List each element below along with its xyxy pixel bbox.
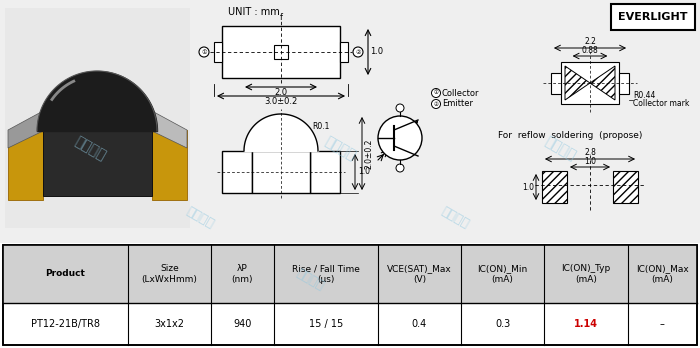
- Text: Rise / Fall Time
(μs): Rise / Fall Time (μs): [292, 264, 360, 284]
- Bar: [0, 243, 700, 348]
- Bar: [222, 26, 340, 78]
- Text: ①: ①: [433, 90, 438, 95]
- Text: 15 / 15: 15 / 15: [309, 319, 343, 329]
- Text: f: f: [279, 13, 283, 22]
- Text: Collector mark: Collector mark: [633, 98, 690, 108]
- Text: Size
(LxWxHmm): Size (LxWxHmm): [141, 264, 197, 284]
- Text: IC(ON)_Typ
(mA): IC(ON)_Typ (mA): [561, 264, 610, 284]
- Text: 超毅电子: 超毅电子: [439, 205, 471, 231]
- Bar: [542, 171, 567, 203]
- Bar: [310, 151, 340, 193]
- Bar: [561, 62, 619, 104]
- Text: 超毅电子: 超毅电子: [542, 134, 578, 163]
- Text: 2.8: 2.8: [584, 148, 596, 157]
- Text: 2.2: 2.2: [584, 37, 596, 46]
- Bar: [551, 72, 561, 94]
- Text: R0.44: R0.44: [633, 92, 655, 101]
- Bar: [5, 8, 190, 228]
- Text: –: –: [660, 319, 665, 329]
- Text: 0.4: 0.4: [412, 319, 427, 329]
- Text: Collector: Collector: [442, 88, 480, 97]
- Text: 超毅电子: 超毅电子: [322, 134, 358, 163]
- Bar: [340, 42, 348, 62]
- Bar: [274, 45, 288, 59]
- Text: VCE(SAT)_Max
(V): VCE(SAT)_Max (V): [387, 264, 452, 284]
- Bar: [222, 151, 252, 193]
- Text: EVERLIGHT: EVERLIGHT: [618, 12, 687, 22]
- Text: ②: ②: [433, 102, 438, 106]
- Text: PT12-21B/TR8: PT12-21B/TR8: [31, 319, 100, 329]
- Text: 1.0: 1.0: [370, 47, 383, 56]
- Text: Product: Product: [46, 269, 85, 278]
- Bar: [611, 4, 695, 30]
- Text: 3.0±0.2: 3.0±0.2: [265, 97, 298, 106]
- Text: For  reflow  soldering  (propose): For reflow soldering (propose): [498, 130, 643, 140]
- Bar: [3, 245, 697, 303]
- Text: ②: ②: [355, 49, 360, 55]
- Text: 超毅电子: 超毅电子: [294, 267, 326, 293]
- Circle shape: [431, 100, 440, 109]
- Circle shape: [353, 47, 363, 57]
- Circle shape: [199, 47, 209, 57]
- Circle shape: [396, 164, 404, 172]
- Text: 1.0: 1.0: [584, 157, 596, 166]
- Bar: [3, 245, 697, 345]
- Text: 1.0: 1.0: [522, 182, 534, 191]
- Polygon shape: [152, 111, 187, 148]
- Circle shape: [378, 116, 422, 160]
- Text: ①: ①: [201, 49, 206, 55]
- Bar: [214, 42, 222, 62]
- Text: 940: 940: [233, 319, 251, 329]
- Bar: [152, 130, 187, 200]
- Text: 0.3: 0.3: [495, 319, 510, 329]
- Bar: [613, 171, 638, 203]
- Bar: [619, 72, 629, 94]
- Text: 超毅电子: 超毅电子: [184, 205, 216, 231]
- Bar: [8, 130, 43, 200]
- Text: 0.88: 0.88: [582, 46, 598, 55]
- Text: 3x1x2: 3x1x2: [155, 319, 185, 329]
- Text: 2.0±0.2: 2.0±0.2: [364, 138, 373, 169]
- Text: Emitter: Emitter: [442, 100, 473, 109]
- Polygon shape: [8, 111, 43, 148]
- Text: 2.0: 2.0: [274, 88, 288, 97]
- Text: 1.14: 1.14: [574, 319, 598, 329]
- Text: 1.0: 1.0: [358, 167, 370, 176]
- Circle shape: [431, 88, 440, 97]
- Text: 超毅电子: 超毅电子: [72, 134, 108, 163]
- Text: R0.1: R0.1: [312, 122, 330, 132]
- Bar: [3, 245, 697, 345]
- Bar: [545, 245, 628, 345]
- Bar: [252, 151, 310, 193]
- Text: UNIT : mm: UNIT : mm: [228, 7, 280, 17]
- Bar: [43, 131, 152, 196]
- Text: IC(ON)_Min
(mA): IC(ON)_Min (mA): [477, 264, 528, 284]
- Circle shape: [396, 104, 404, 112]
- Text: IC(ON)_Max
(mA): IC(ON)_Max (mA): [636, 264, 689, 284]
- Text: λP
(nm): λP (nm): [232, 264, 253, 284]
